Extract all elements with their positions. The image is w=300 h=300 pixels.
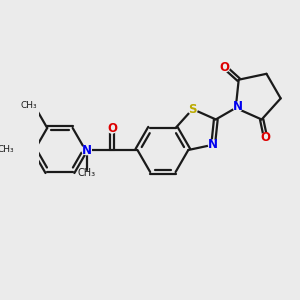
Circle shape <box>220 62 230 72</box>
Circle shape <box>208 140 218 149</box>
Text: CH₃: CH₃ <box>20 101 37 110</box>
Text: CH₃: CH₃ <box>78 168 96 178</box>
Text: N: N <box>233 100 243 113</box>
Text: O: O <box>261 131 271 144</box>
Circle shape <box>82 145 91 155</box>
Circle shape <box>107 124 117 133</box>
Circle shape <box>261 133 270 142</box>
Circle shape <box>233 102 242 111</box>
Text: O: O <box>220 61 230 74</box>
Text: N: N <box>208 138 218 151</box>
Text: O: O <box>107 122 117 135</box>
Text: S: S <box>188 103 197 116</box>
Text: N: N <box>82 143 92 157</box>
Circle shape <box>188 104 197 114</box>
Text: CH₃: CH₃ <box>0 146 14 154</box>
